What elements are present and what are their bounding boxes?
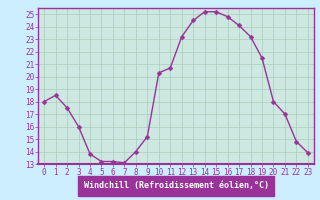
X-axis label: Windchill (Refroidissement éolien,°C): Windchill (Refroidissement éolien,°C): [84, 181, 268, 190]
